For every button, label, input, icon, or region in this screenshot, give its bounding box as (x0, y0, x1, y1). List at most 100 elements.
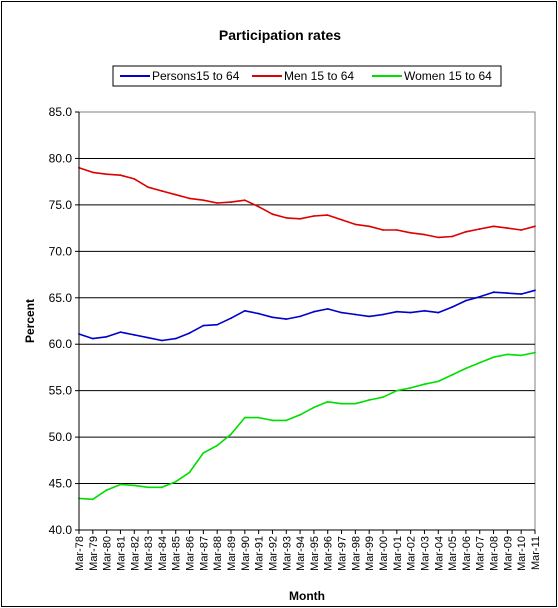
x-axis-ticks: Mar-78 Mar-79 Mar-80 Mar-81 Mar-82 Mar-83 Mar-… (74, 530, 542, 571)
data-point (492, 291, 495, 294)
data-point (91, 498, 94, 501)
data-point (465, 230, 467, 233)
data-point (534, 289, 536, 292)
data-point (340, 311, 343, 314)
x-tick-label: Mar-79 (88, 536, 100, 571)
x-tick-label: Mar-99 (364, 536, 376, 571)
data-point (174, 337, 177, 340)
data-point (243, 199, 246, 202)
data-point (202, 452, 205, 454)
x-tick-label: Mar-78 (74, 536, 86, 571)
legend: Persons15 to 64 Men 15 to 64 Women 15 to 6… (112, 65, 502, 87)
data-point (326, 400, 329, 403)
data-point (105, 335, 108, 338)
legend-label: Persons15 to 64 (152, 69, 240, 83)
data-point (368, 225, 371, 228)
y-tick-label: 80.0 (49, 151, 73, 165)
data-point (188, 197, 191, 200)
data-point (423, 383, 426, 386)
x-tick-label: Mar-91 (254, 536, 266, 571)
data-point (202, 199, 205, 202)
x-axis-label: Month (289, 589, 325, 603)
data-point (147, 486, 149, 489)
data-point (299, 315, 301, 318)
data-point (91, 337, 94, 340)
data-point (354, 223, 357, 226)
data-point (492, 225, 495, 228)
x-tick-label: Mar-10 (516, 536, 528, 571)
data-point (354, 402, 357, 405)
x-tick-label: Mar-92 (267, 536, 279, 571)
data-point (368, 315, 371, 318)
data-point (230, 201, 232, 204)
x-tick-label: Mar-08 (489, 536, 501, 571)
x-tick-label: Mar-89 (226, 536, 238, 571)
y-tick-label: 70.0 (49, 244, 73, 258)
data-point (202, 324, 205, 327)
x-tick-label: Mar-07 (475, 536, 487, 571)
data-point (409, 231, 412, 234)
data-point (313, 310, 315, 313)
y-tick-label: 55.0 (49, 384, 73, 398)
chart-title: Participation rates (219, 27, 341, 43)
y-axis-label: Percent (23, 299, 37, 343)
x-tick-label: Mar-05 (447, 536, 459, 571)
y-tick-label: 75.0 (49, 198, 73, 212)
data-point (478, 295, 481, 298)
data-point (285, 216, 288, 219)
x-tick-label: Mar-80 (102, 536, 114, 571)
data-point (437, 311, 440, 314)
y-tick-label: 50.0 (49, 430, 73, 444)
data-point (174, 193, 177, 196)
x-tick-label: Mar-97 (337, 536, 349, 571)
data-point (409, 311, 412, 314)
data-point (534, 351, 536, 354)
data-point (257, 416, 260, 419)
x-tick-label: Mar-09 (502, 536, 514, 571)
data-point (313, 406, 315, 409)
y-axis-ticks: 40.0 45.0 50.0 55.0 60.0 65.0 70.0 75.0 80.0 85.0 (49, 105, 79, 537)
x-tick-label: Mar-00 (378, 536, 390, 571)
data-point (451, 373, 453, 376)
x-tick-label: Mar-11 (530, 536, 542, 570)
data-point (271, 419, 274, 422)
plot-area (78, 111, 536, 531)
series-line (78, 166, 536, 239)
data-point (119, 483, 122, 486)
data-point (382, 229, 384, 231)
data-point (230, 433, 232, 436)
x-tick-label: Mar-04 (433, 536, 445, 571)
y-tick-label: 65.0 (49, 291, 73, 305)
series-line (78, 351, 536, 501)
data-point (299, 413, 301, 416)
data-point (105, 173, 108, 176)
data-point (478, 361, 481, 364)
data-point (368, 399, 371, 401)
data-point (161, 190, 163, 192)
data-point (257, 312, 260, 315)
data-point (382, 313, 384, 316)
data-point (161, 339, 163, 342)
x-tick-label: Mar-81 (115, 536, 127, 571)
data-point (506, 353, 509, 356)
series-layer (78, 166, 536, 501)
data-point (257, 205, 260, 208)
data-point (451, 306, 453, 308)
data-point (216, 444, 219, 447)
data-point (285, 318, 288, 321)
x-tick-label: Mar-94 (295, 536, 307, 571)
data-point (451, 235, 453, 238)
data-point (534, 225, 536, 228)
data-point (216, 323, 219, 326)
data-point (119, 331, 122, 334)
data-point (271, 316, 274, 319)
data-point (354, 313, 357, 316)
y-tick-label: 40.0 (49, 523, 73, 537)
data-point (520, 293, 523, 295)
data-point (326, 308, 329, 310)
x-tick-label: Mar-95 (309, 536, 321, 571)
data-point (478, 228, 481, 230)
data-point (395, 229, 398, 231)
data-point (506, 227, 509, 230)
